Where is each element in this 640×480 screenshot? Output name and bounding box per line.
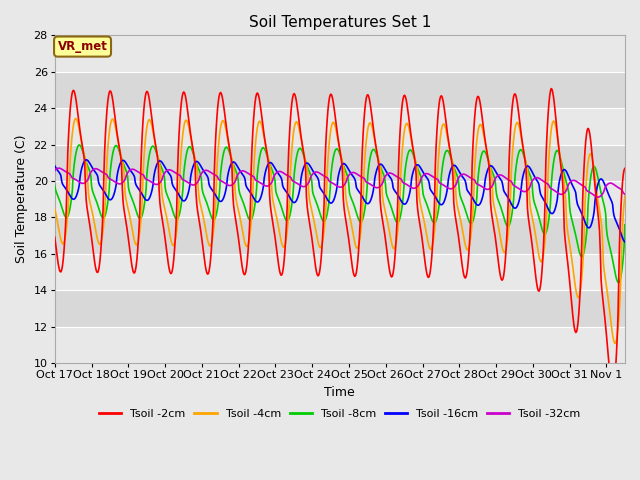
Bar xyxy=(55,181,625,217)
Y-axis label: Soil Temperature (C): Soil Temperature (C) xyxy=(15,135,28,264)
Legend: Tsoil -2cm, Tsoil -4cm, Tsoil -8cm, Tsoil -16cm, Tsoil -32cm: Tsoil -2cm, Tsoil -4cm, Tsoil -8cm, Tsoi… xyxy=(95,404,585,423)
Bar xyxy=(55,144,625,181)
Bar xyxy=(55,254,625,290)
Text: VR_met: VR_met xyxy=(58,40,108,53)
Bar xyxy=(55,72,625,108)
X-axis label: Time: Time xyxy=(324,385,355,398)
Bar xyxy=(55,108,625,144)
Bar xyxy=(55,217,625,254)
Bar xyxy=(55,36,625,72)
Title: Soil Temperatures Set 1: Soil Temperatures Set 1 xyxy=(248,15,431,30)
Bar xyxy=(55,290,625,326)
Bar xyxy=(55,326,625,363)
